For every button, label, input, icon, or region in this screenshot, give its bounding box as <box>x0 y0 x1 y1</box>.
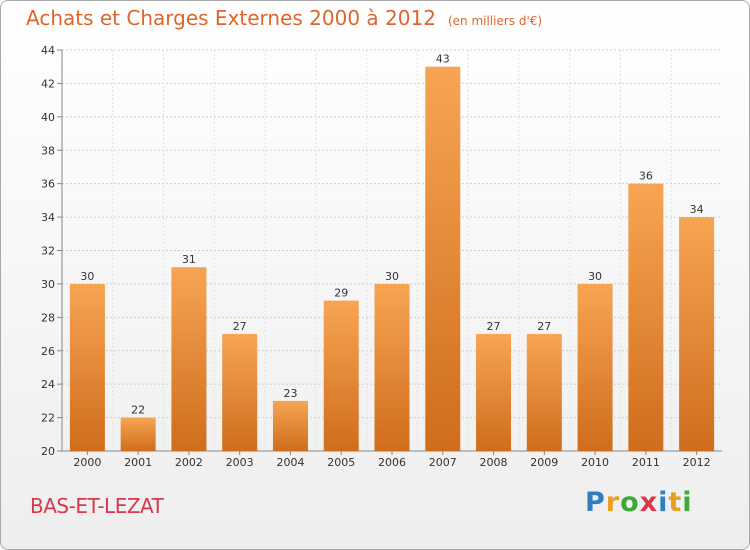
data-label: 36 <box>639 170 653 183</box>
x-tick-label: 2003 <box>226 456 254 469</box>
data-label: 23 <box>283 387 297 400</box>
data-label: 30 <box>385 270 399 283</box>
labels: 20 22 24 26 28 30 32 34 36 38 40 42 44 30 2000 22 2001 31… <box>41 44 711 469</box>
y-tick-label: 26 <box>41 345 55 358</box>
bar-2001 <box>120 417 156 451</box>
x-tick-label: 2012 <box>683 456 711 469</box>
bars <box>69 66 715 451</box>
logo-letter: x <box>639 487 659 518</box>
title-text: Achats et Charges Externes 2000 à 2012 <box>26 6 436 30</box>
y-tick-label: 36 <box>41 178 55 191</box>
data-label: 29 <box>334 287 348 300</box>
data-label: 30 <box>80 270 94 283</box>
y-tick-label: 34 <box>41 211 55 224</box>
y-tick-label: 40 <box>41 111 55 124</box>
bar-2011 <box>628 183 664 451</box>
bar-2000 <box>69 283 105 451</box>
x-tick-label: 2000 <box>73 456 101 469</box>
bar-2009 <box>526 334 562 451</box>
y-tick-label: 24 <box>41 378 55 391</box>
y-tick-label: 38 <box>41 144 55 157</box>
data-label: 27 <box>233 320 247 333</box>
y-tick-label: 28 <box>41 311 55 324</box>
data-label: 31 <box>182 253 196 266</box>
x-tick-label: 2011 <box>632 456 660 469</box>
bar-2004 <box>272 400 308 451</box>
bar-2010 <box>577 283 613 451</box>
x-tick-label: 2009 <box>530 456 558 469</box>
y-tick-label: 32 <box>41 245 55 258</box>
x-tick-label: 2004 <box>276 456 304 469</box>
logo-letter: o <box>620 487 640 518</box>
x-tick-label: 2010 <box>581 456 609 469</box>
y-tick-label: 42 <box>41 77 55 90</box>
logo-letter: i <box>658 487 669 518</box>
bar-2005 <box>323 300 359 451</box>
bar-2012 <box>679 217 715 451</box>
chart-title: Achats et Charges Externes 2000 à 2012 (e… <box>26 6 542 30</box>
logo-letter: i <box>682 487 693 518</box>
data-label: 34 <box>690 203 704 216</box>
y-tick-label: 30 <box>41 278 55 291</box>
data-label: 22 <box>131 404 145 417</box>
bar-2002 <box>171 267 207 451</box>
bar-2003 <box>222 334 258 451</box>
logo-letter: t <box>668 487 683 518</box>
x-tick-label: 2007 <box>429 456 457 469</box>
x-tick-label: 2002 <box>175 456 203 469</box>
x-tick-label: 2008 <box>480 456 508 469</box>
bar-2006 <box>374 283 410 451</box>
data-label: 43 <box>436 53 450 66</box>
logo-letter: r <box>605 487 621 518</box>
y-tick-label: 44 <box>41 44 55 57</box>
bar-2008 <box>476 334 512 451</box>
logo-letter: P <box>585 487 606 518</box>
bar-2007 <box>425 66 461 451</box>
proxiti-logo: Proxiti <box>585 487 693 518</box>
x-tick-label: 2001 <box>124 456 152 469</box>
commune-name: BAS-ET-LEZAT <box>30 494 164 518</box>
x-tick-label: 2005 <box>327 456 355 469</box>
unit-label: (en milliers d'€) <box>447 14 543 28</box>
data-label: 30 <box>588 270 602 283</box>
data-label: 27 <box>537 320 551 333</box>
y-tick-label: 22 <box>41 412 55 425</box>
data-label: 27 <box>487 320 501 333</box>
x-tick-label: 2006 <box>378 456 406 469</box>
y-tick-label: 20 <box>41 445 55 458</box>
